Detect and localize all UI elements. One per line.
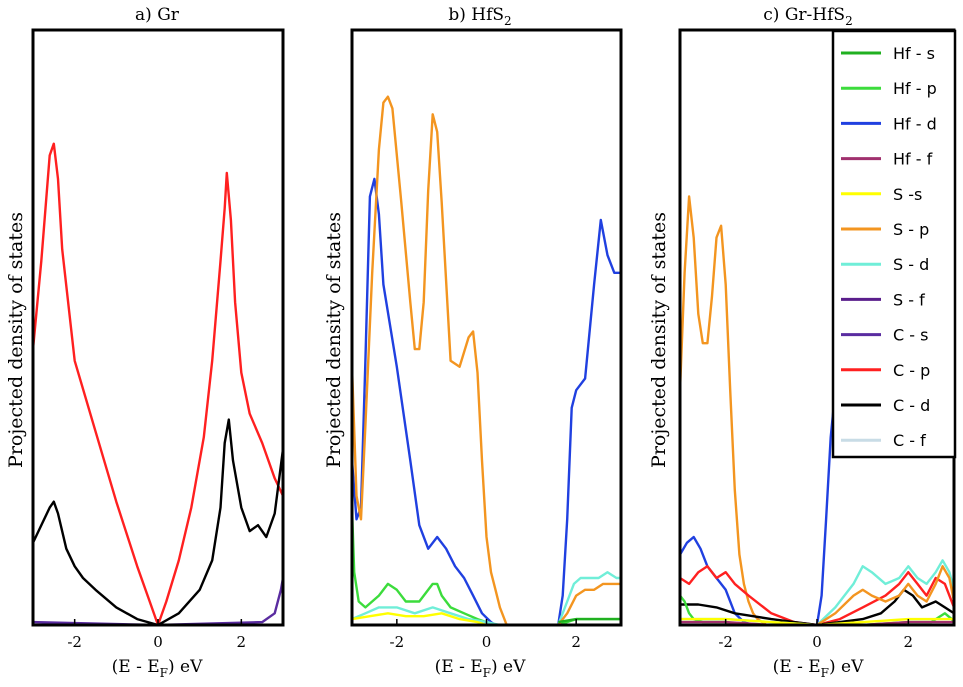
legend-box (831, 29, 957, 459)
legend-label: S - d (893, 255, 929, 274)
legend-label: Hf - d (893, 114, 937, 133)
panel-b-title: b) HfS2 (448, 5, 511, 28)
panel-a-xlabel: (E - EF) eV (112, 657, 203, 680)
series-line-hf-s-b-6 (558, 617, 621, 624)
series-line-c-p-c-2 (680, 565, 954, 625)
legend-label: S -s (893, 185, 922, 204)
panel-a-series-group (33, 142, 283, 625)
series-line-c-s-a-2 (33, 577, 283, 625)
panel-a: a) Gr Projected density of states (E - E… (5, 5, 285, 680)
series-line-s-p-b-4 (557, 582, 621, 625)
panel-a-title: a) Gr (135, 5, 180, 25)
panel-b-xlabel: (E - EF) eV (435, 657, 526, 680)
series-line-hf-p-c-6 (680, 594, 954, 625)
x-tick-label: 0 (812, 633, 822, 651)
series-line-s-d-b-3 (352, 571, 621, 625)
panel-c-xlabel: (E - EF) eV (773, 657, 864, 680)
legend-label: Hf - s (893, 44, 935, 63)
legend-label: C - s (893, 326, 928, 345)
legend-label: C - p (893, 361, 930, 380)
series-line-hf-d-b-0 (352, 177, 621, 625)
series-line-hf-p-b-2 (352, 507, 621, 625)
panel-b-ylabel: Projected density of states (323, 212, 345, 468)
x-tick-label: -2 (67, 633, 82, 651)
series-line-s-p-c-5 (816, 565, 954, 625)
panel-a-ylabel: Projected density of states (5, 212, 27, 468)
legend-label: C - d (893, 396, 930, 415)
legend-label: S - p (893, 220, 929, 239)
panel-c: c) Gr-HfS2 Projected density of states (… (648, 5, 956, 680)
legend-label: Hf - p (893, 79, 937, 98)
x-tick-label: 2 (904, 633, 914, 651)
legend-label: Hf - f (893, 150, 933, 169)
x-tick-label: 0 (153, 633, 163, 651)
series-line-c-d-a-1 (33, 418, 283, 625)
panel-c-series-group (680, 195, 954, 625)
series-line-s-d-c-4 (680, 559, 954, 625)
panel-b: b) HfS2 Projected density of states (E -… (323, 5, 623, 680)
x-tick-label: -2 (390, 633, 405, 651)
series-line-c-d-c-3 (680, 588, 954, 625)
series-line-c-p-a-0 (33, 142, 283, 625)
series-line-s-p-b-1 (352, 95, 508, 625)
x-tick-label: 0 (482, 633, 492, 651)
panel-b-series-group (352, 95, 621, 625)
series-line-hf-d-c-1 (680, 390, 837, 625)
legend-label: C - f (893, 431, 926, 450)
legend: Hf - s Hf - p Hf - d Hf - f S -s S - p S - d S … (831, 29, 957, 459)
panel-c-title: c) Gr-HfS2 (763, 5, 852, 28)
series-line-s-p-c-0 (680, 195, 772, 625)
legend-label: S - f (893, 290, 925, 309)
x-tick-label: 2 (571, 633, 581, 651)
x-tick-label: -2 (718, 633, 733, 651)
x-tick-label: 2 (237, 633, 247, 651)
panel-c-ylabel: Projected density of states (648, 212, 670, 468)
